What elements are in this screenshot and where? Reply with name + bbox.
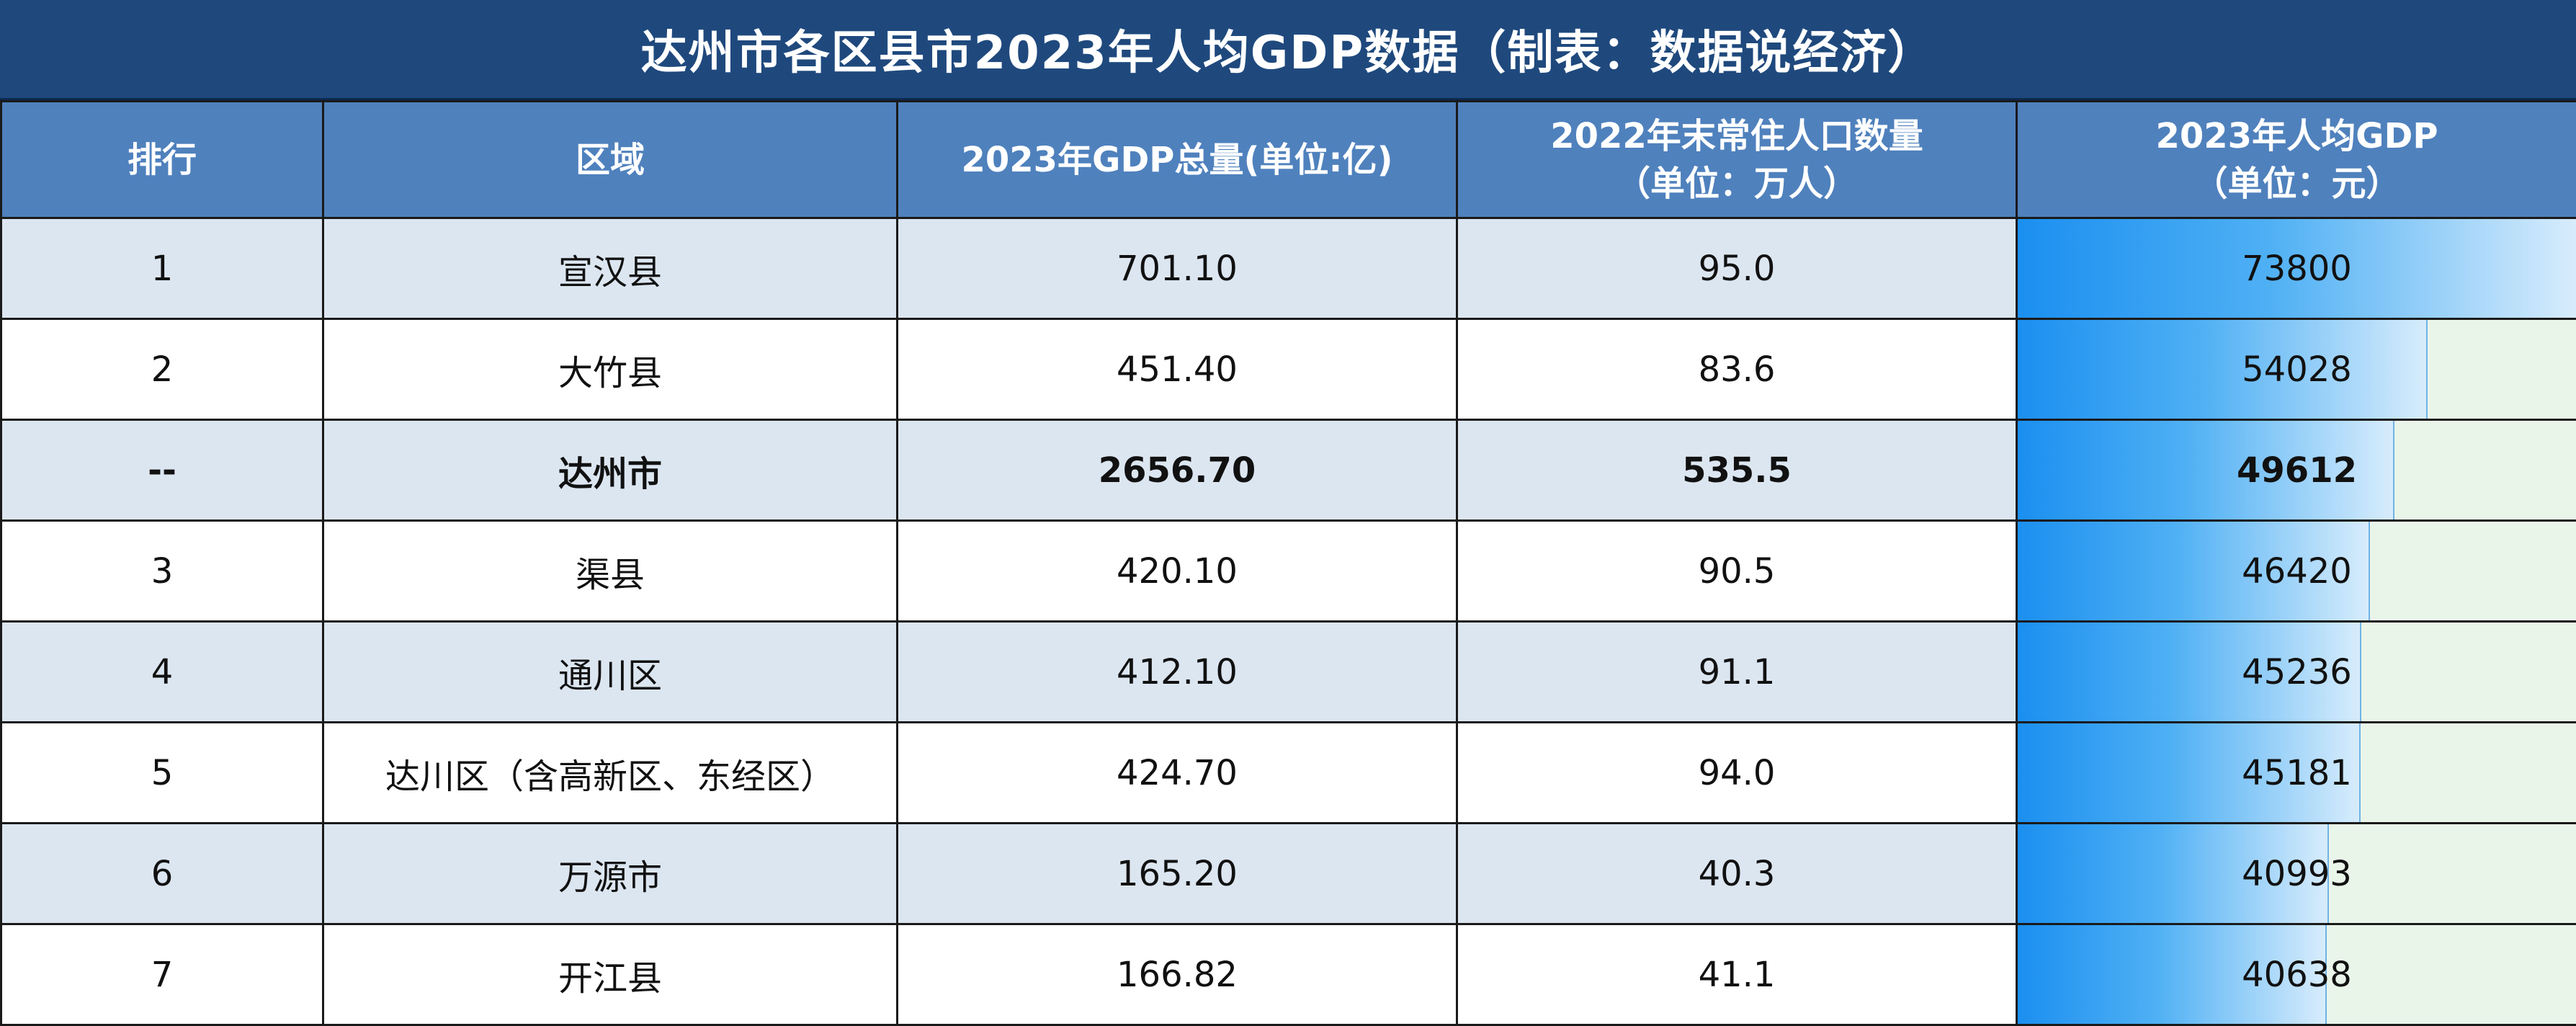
cell-pop[interactable]: 91.1 xyxy=(1457,622,2017,723)
header-per-capita-gdp-line1: 2023年人均GDP xyxy=(2018,112,2576,160)
per-capita-gdp-value: 45236 xyxy=(2018,623,2576,721)
cell-region[interactable]: 开江县 xyxy=(323,924,898,1025)
cell-rank[interactable]: 7 xyxy=(1,924,323,1025)
cell-rank[interactable]: 6 xyxy=(1,824,323,924)
cell-rank[interactable]: 3 xyxy=(1,521,323,622)
cell-per-capita-gdp[interactable]: 45181 xyxy=(2017,723,2576,824)
cell-per-capita-gdp[interactable]: 45236 xyxy=(2017,622,2576,723)
cell-region[interactable]: 宣汉县 xyxy=(323,218,898,319)
cell-per-capita-gdp[interactable]: 40993 xyxy=(2017,824,2576,924)
cell-gdp[interactable]: 2656.70 xyxy=(898,420,1457,521)
cell-per-capita-gdp[interactable]: 49612 xyxy=(2017,420,2576,521)
cell-region[interactable]: 万源市 xyxy=(323,824,898,924)
header-per-capita-gdp-line2: （单位：元） xyxy=(2018,160,2576,208)
cell-region[interactable]: 达川区（含高新区、东经区） xyxy=(323,723,898,824)
gdp-table: 排行 区域 2023年GDP总量(单位:亿) 2022年末常住人口数量 （单位：… xyxy=(0,100,2576,1026)
header-population: 2022年末常住人口数量 （单位：万人） xyxy=(1457,102,2017,218)
header-rank: 排行 xyxy=(1,102,323,218)
per-capita-gdp-value: 46420 xyxy=(2018,522,2576,620)
cell-pop[interactable]: 83.6 xyxy=(1457,319,2017,420)
cell-rank[interactable]: -- xyxy=(1,420,323,521)
cell-pop[interactable]: 41.1 xyxy=(1457,924,2017,1025)
cell-rank[interactable]: 4 xyxy=(1,622,323,723)
header-population-line2: （单位：万人） xyxy=(1458,160,2016,208)
per-capita-gdp-value: 54028 xyxy=(2018,320,2576,419)
per-capita-gdp-value: 73800 xyxy=(2018,219,2576,318)
cell-region[interactable]: 渠县 xyxy=(323,521,898,622)
cell-gdp[interactable]: 166.82 xyxy=(898,924,1457,1025)
per-capita-gdp-value: 45181 xyxy=(2018,723,2576,822)
cell-rank[interactable]: 1 xyxy=(1,218,323,319)
per-capita-gdp-value: 40993 xyxy=(2018,824,2576,923)
header-per-capita-gdp: 2023年人均GDP （单位：元） xyxy=(2017,102,2576,218)
table-title: 达州市各区县市2023年人均GDP数据（制表：数据说经济） xyxy=(0,0,2576,100)
cell-gdp[interactable]: 424.70 xyxy=(898,723,1457,824)
cell-gdp[interactable]: 420.10 xyxy=(898,521,1457,622)
cell-pop[interactable]: 90.5 xyxy=(1457,521,2017,622)
cell-per-capita-gdp[interactable]: 40638 xyxy=(2017,924,2576,1025)
cell-per-capita-gdp[interactable]: 54028 xyxy=(2017,319,2576,420)
header-population-line1: 2022年末常住人口数量 xyxy=(1458,112,2016,160)
per-capita-gdp-value: 49612 xyxy=(2018,421,2576,519)
per-capita-gdp-value: 40638 xyxy=(2018,925,2576,1024)
cell-region[interactable]: 达州市 xyxy=(323,420,898,521)
cell-per-capita-gdp[interactable]: 73800 xyxy=(2017,218,2576,319)
cell-gdp[interactable]: 451.40 xyxy=(898,319,1457,420)
header-gdp: 2023年GDP总量(单位:亿) xyxy=(898,102,1457,218)
cell-gdp[interactable]: 165.20 xyxy=(898,824,1457,924)
cell-gdp[interactable]: 701.10 xyxy=(898,218,1457,319)
cell-gdp[interactable]: 412.10 xyxy=(898,622,1457,723)
cell-pop[interactable]: 95.0 xyxy=(1457,218,2017,319)
cell-rank[interactable]: 2 xyxy=(1,319,323,420)
cell-region[interactable]: 通川区 xyxy=(323,622,898,723)
header-row: 排行 区域 2023年GDP总量(单位:亿) 2022年末常住人口数量 （单位：… xyxy=(1,102,2576,218)
cell-region[interactable]: 大竹县 xyxy=(323,319,898,420)
cell-pop[interactable]: 535.5 xyxy=(1457,420,2017,521)
cell-per-capita-gdp[interactable]: 46420 xyxy=(2017,521,2576,622)
cell-pop[interactable]: 94.0 xyxy=(1457,723,2017,824)
cell-pop[interactable]: 40.3 xyxy=(1457,824,2017,924)
header-region: 区域 xyxy=(323,102,898,218)
cell-rank[interactable]: 5 xyxy=(1,723,323,824)
